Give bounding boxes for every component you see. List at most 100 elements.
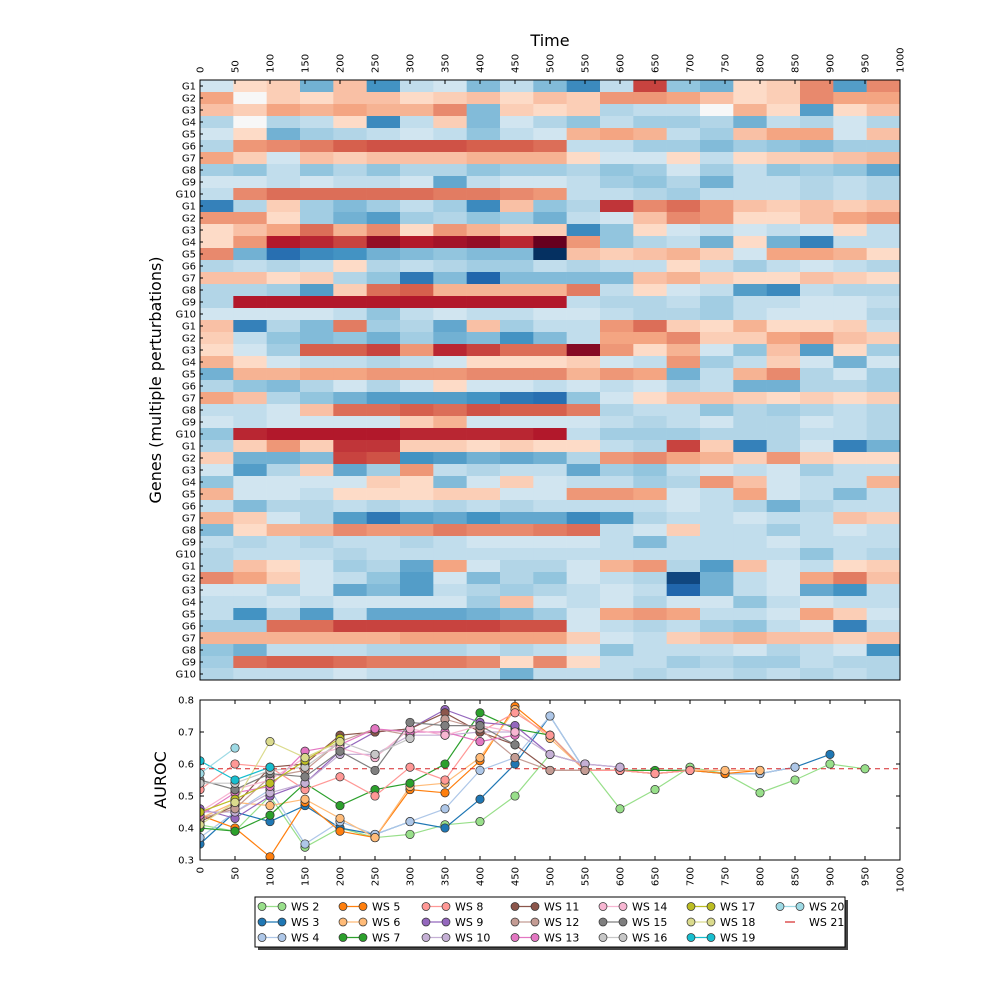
heatmap-cell: [400, 164, 434, 177]
heatmap-cell: [366, 176, 401, 189]
legend-label: WS 20: [809, 901, 844, 914]
heatmap-cell: [300, 248, 334, 261]
heatmap-cell: [566, 128, 601, 141]
heatmap-cell: [333, 632, 367, 645]
legend-handle-marker: [338, 902, 348, 911]
heatmap-cell: [833, 356, 867, 369]
heatmap-cell: [200, 188, 234, 201]
heatmap-cell: [633, 152, 667, 165]
heatmap-x-tick-label: 750: [721, 54, 732, 73]
data-point: [335, 737, 345, 747]
heatmap-cell: [466, 272, 501, 285]
heatmap-cell: [566, 608, 601, 621]
heatmap-cell: [300, 164, 334, 177]
heatmap-cell: [200, 128, 234, 141]
heatmap-cell: [433, 356, 467, 369]
legend-handle-marker: [530, 902, 540, 911]
heatmap-cell: [833, 596, 867, 609]
heatmap-cell: [766, 236, 801, 249]
heatmap-x-tick-label: 400: [476, 54, 487, 73]
heatmap-cell: [733, 584, 767, 597]
heatmap-title: Time: [529, 31, 569, 50]
heatmap-cell: [566, 308, 601, 321]
heatmap-cell: [433, 452, 467, 465]
heatmap-cell: [200, 200, 234, 213]
heatmap-cell: [600, 548, 634, 561]
heatmap-cell: [566, 296, 601, 309]
heatmap-cell: [233, 572, 267, 585]
heatmap-cell: [566, 524, 601, 537]
heatmap-cell: [766, 344, 801, 357]
heatmap-cell: [533, 644, 567, 657]
heatmap-cell: [733, 344, 767, 357]
heatmap-cell: [633, 512, 667, 525]
heatmap-cell: [833, 248, 867, 261]
heatmap-cell: [533, 164, 567, 177]
legend-handle-marker: [530, 917, 540, 927]
heatmap-cell: [233, 512, 267, 525]
heatmap-cell: [766, 536, 801, 549]
heatmap-cell: [433, 320, 467, 333]
heatmap-cell: [666, 128, 701, 141]
legend-handle-marker: [441, 933, 451, 942]
heatmap-cell: [266, 236, 301, 249]
heatmap-cell: [766, 440, 801, 453]
x-tick-label: 450: [511, 867, 522, 886]
heatmap-cell: [200, 140, 234, 153]
heatmap-cell: [233, 248, 267, 261]
heatmap-cell: [666, 656, 701, 669]
heatmap-cell: [300, 548, 334, 561]
heatmap-cell: [866, 104, 901, 117]
heatmap-cell: [800, 344, 834, 357]
heatmap-cell: [533, 488, 567, 501]
heatmap-cell: [800, 500, 834, 513]
heatmap-cell: [666, 440, 701, 453]
heatmap-cell: [300, 92, 334, 105]
heatmap-cell: [433, 176, 467, 189]
heatmap-y-tick-label: G3: [182, 466, 196, 477]
heatmap-cell: [333, 236, 367, 249]
heatmap-cell: [700, 332, 734, 345]
heatmap-cell: [766, 620, 801, 633]
heatmap-cell: [200, 416, 234, 429]
heatmap-cell: [733, 560, 767, 573]
heatmap-cell: [366, 212, 401, 225]
heatmap-cell: [800, 296, 834, 309]
heatmap-cell: [600, 380, 634, 393]
heatmap-cell: [266, 656, 301, 669]
heatmap-cell: [733, 512, 767, 525]
heatmap-cell: [366, 368, 401, 381]
legend-handle-marker: [257, 902, 267, 911]
data-point: [720, 765, 730, 775]
heatmap-cell: [600, 104, 634, 117]
heatmap-cell: [566, 656, 601, 669]
heatmap-cell: [533, 392, 567, 405]
heatmap-cell: [566, 404, 601, 417]
data-point: [300, 772, 310, 782]
heatmap-cell: [766, 368, 801, 381]
heatmap-cell: [400, 404, 434, 417]
heatmap-cell: [200, 392, 234, 405]
heatmap-cell: [333, 104, 367, 117]
heatmap-cell: [600, 500, 634, 513]
heatmap-cell: [700, 428, 734, 441]
x-tick-label: 600: [616, 867, 627, 886]
heatmap-cell: [800, 584, 834, 597]
heatmap-cell: [566, 452, 601, 465]
heatmap-cell: [766, 428, 801, 441]
heatmap-cell: [233, 284, 267, 297]
heatmap-cell: [866, 488, 901, 501]
heatmap-cell: [433, 344, 467, 357]
heatmap-cell: [666, 200, 701, 213]
heatmap-cell: [433, 368, 467, 381]
heatmap-cell: [500, 440, 534, 453]
heatmap-cell: [266, 620, 301, 633]
heatmap-cell: [333, 440, 367, 453]
heatmap-cell: [800, 524, 834, 537]
data-point: [475, 708, 485, 718]
heatmap-cell: [333, 428, 367, 441]
heatmap-cell: [500, 620, 534, 633]
heatmap-cell: [400, 428, 434, 441]
heatmap-cell: [400, 596, 434, 609]
